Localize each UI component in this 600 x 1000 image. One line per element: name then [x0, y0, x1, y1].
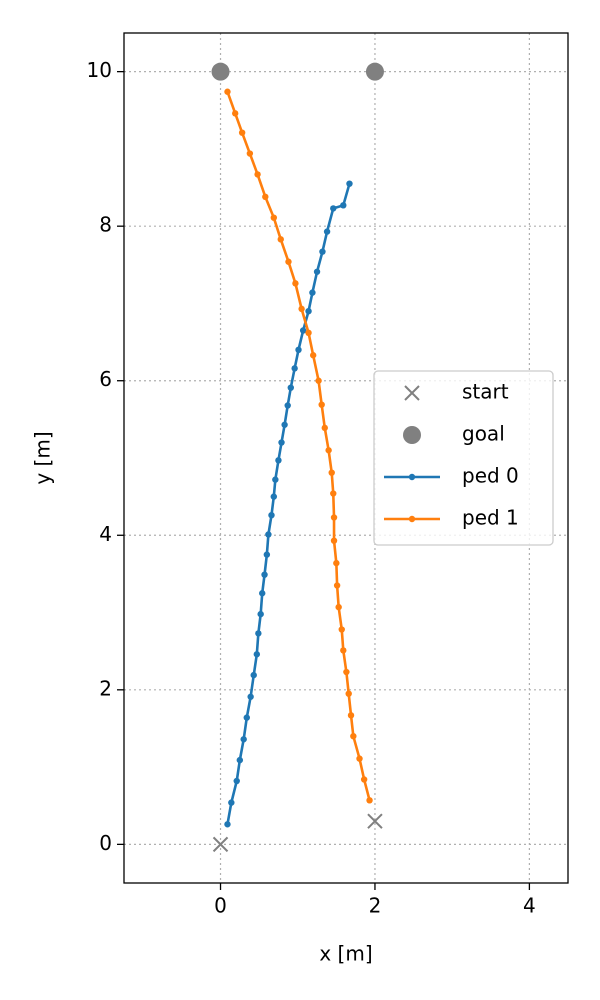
point	[333, 582, 341, 589]
legend: start goal ped 0 ped 1	[373, 370, 554, 546]
point	[345, 690, 352, 697]
point	[366, 797, 373, 804]
point	[246, 150, 254, 157]
point	[328, 469, 335, 476]
point	[285, 258, 292, 265]
point	[265, 531, 272, 538]
point	[281, 421, 288, 428]
x-tick-label: 4	[523, 894, 536, 918]
point	[275, 457, 282, 464]
point	[270, 214, 278, 221]
point	[291, 365, 298, 372]
legend-box	[373, 370, 554, 546]
point	[253, 651, 261, 658]
point	[295, 346, 302, 354]
point	[343, 668, 350, 676]
point	[277, 236, 284, 243]
point	[346, 180, 353, 187]
point	[257, 610, 264, 618]
point	[338, 626, 345, 633]
point	[254, 171, 261, 178]
point	[240, 736, 247, 743]
point	[340, 647, 347, 654]
point	[360, 776, 368, 783]
legend-label: ped 0	[462, 464, 519, 488]
point	[224, 821, 231, 828]
point	[284, 402, 291, 409]
point	[299, 327, 307, 334]
legend-marker	[403, 426, 421, 444]
point	[356, 755, 363, 762]
point	[228, 799, 235, 806]
legend-marker	[408, 473, 416, 481]
trajectory-line	[226, 183, 351, 825]
point	[250, 671, 257, 679]
x-marker	[212, 836, 229, 853]
point	[287, 384, 294, 391]
point	[330, 205, 337, 212]
point	[270, 493, 278, 500]
point	[350, 732, 357, 740]
point	[318, 401, 325, 408]
point	[330, 490, 337, 497]
y-tick-label: 6	[99, 367, 112, 391]
point	[319, 248, 326, 255]
circle-marker	[365, 62, 384, 81]
point	[323, 228, 331, 235]
point	[309, 352, 317, 359]
y-tick-label: 10	[87, 58, 112, 82]
point	[233, 777, 240, 785]
point	[298, 305, 305, 313]
point	[330, 514, 338, 521]
legend-label: goal	[462, 422, 505, 446]
x-tick-label: 0	[214, 894, 227, 918]
point	[224, 88, 231, 95]
y-tick-label: 2	[99, 676, 112, 700]
y-tick-label: 8	[99, 213, 112, 237]
point	[272, 476, 279, 483]
point	[333, 559, 340, 567]
point	[315, 377, 322, 384]
point	[330, 537, 338, 544]
point	[313, 268, 321, 275]
point	[238, 129, 246, 136]
point	[231, 110, 239, 117]
legend-label: ped 1	[462, 506, 519, 530]
point	[325, 447, 332, 454]
x-tick-label: 2	[369, 894, 382, 918]
point	[262, 193, 269, 201]
y-tick-label: 0	[99, 831, 112, 855]
point	[309, 289, 316, 296]
point	[255, 630, 262, 637]
point	[305, 307, 312, 315]
point	[243, 714, 250, 721]
point	[321, 424, 328, 432]
point	[261, 571, 268, 578]
x-marker	[367, 813, 383, 829]
point	[247, 693, 254, 700]
point	[340, 202, 347, 209]
point	[268, 511, 275, 519]
point	[347, 712, 355, 719]
y-tick-label: 4	[99, 522, 112, 546]
x-axis-label: x [m]	[319, 942, 372, 966]
point	[259, 590, 266, 597]
point	[263, 551, 271, 558]
legend-marker	[408, 515, 416, 523]
legend-marker	[404, 385, 420, 401]
legend-label: start	[462, 380, 509, 404]
point	[236, 756, 244, 764]
point	[305, 329, 312, 337]
point	[278, 439, 285, 446]
y-axis-label: y [m]	[31, 431, 55, 484]
point	[335, 603, 342, 611]
point	[292, 280, 299, 287]
plot-frame	[123, 32, 569, 884]
circle-marker	[211, 62, 230, 81]
